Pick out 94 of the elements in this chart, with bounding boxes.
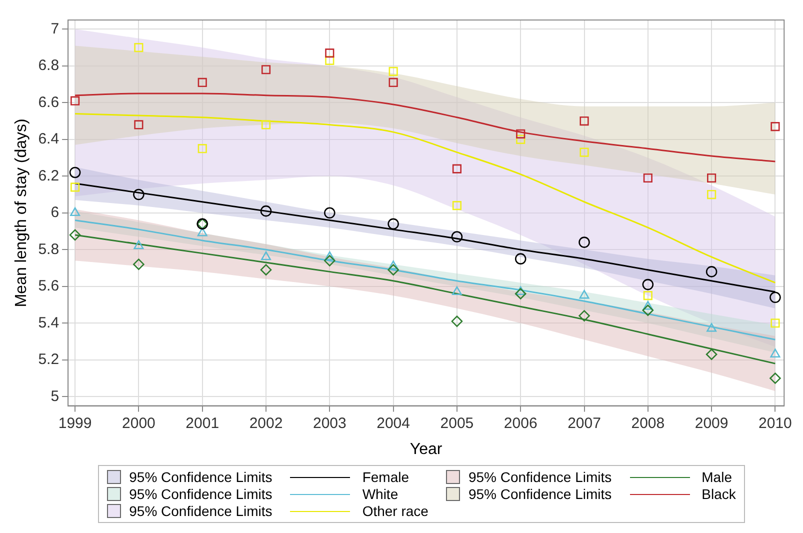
point — [580, 148, 589, 157]
point — [388, 218, 399, 230]
text: 95% Confidence Limits — [129, 469, 272, 485]
x-tick-label: 2003 — [312, 414, 346, 432]
point — [579, 290, 590, 299]
point — [707, 190, 716, 200]
point — [706, 348, 718, 360]
point — [706, 266, 718, 278]
legend-label: Other race — [362, 503, 428, 519]
point — [134, 240, 144, 250]
point — [133, 258, 144, 270]
point — [388, 264, 399, 276]
legend-label: White — [362, 486, 398, 502]
y-tick-label: 5.6 — [38, 278, 60, 295]
point — [452, 164, 462, 174]
point — [325, 56, 334, 65]
point — [514, 288, 526, 300]
point — [69, 229, 81, 241]
point — [516, 134, 526, 144]
legend-label: Black — [702, 486, 736, 502]
y-tick-label: 6.8 — [38, 57, 60, 74]
point — [198, 144, 207, 154]
point — [197, 227, 208, 236]
point — [516, 286, 526, 296]
line-series — [74, 112, 776, 284]
y-tick-label: 6.6 — [38, 94, 60, 111]
point — [452, 201, 462, 210]
x-tick-label: 2001 — [186, 414, 220, 432]
point — [388, 260, 398, 270]
point — [388, 78, 398, 87]
y-tick-label: 5.2 — [38, 351, 60, 368]
legend-label: Female — [362, 469, 409, 485]
x-tick-label: 2010 — [758, 414, 792, 432]
point — [451, 316, 463, 327]
x-tick-label: 2002 — [249, 414, 283, 432]
point — [642, 300, 653, 310]
point — [643, 291, 652, 300]
point — [134, 120, 144, 130]
x-tick-label: 1999 — [58, 414, 92, 432]
point — [707, 173, 716, 183]
y-tick-label: 5 — [50, 388, 60, 405]
point — [261, 120, 271, 130]
x-tick-label: 2009 — [694, 414, 728, 432]
point — [770, 122, 780, 132]
point — [134, 43, 144, 52]
legend-label: Male — [702, 469, 732, 485]
point — [770, 348, 780, 358]
point — [260, 264, 272, 276]
point — [578, 310, 590, 322]
point — [514, 253, 526, 264]
point — [643, 173, 652, 183]
point — [70, 207, 80, 216]
point — [261, 65, 271, 74]
point — [770, 372, 781, 384]
text: 95% Confidence Limits — [129, 486, 272, 502]
y-tick-label: 6.4 — [38, 130, 60, 148]
x-tick-label: 2004 — [376, 414, 410, 432]
x-tick-label: 2008 — [631, 414, 665, 432]
x-tick-label: 2000 — [122, 414, 156, 432]
y-tick-label: 6 — [50, 204, 60, 222]
text: 95% Confidence Limits — [468, 486, 612, 502]
text: 95% Confidence Limits — [129, 503, 272, 519]
x-tick-label: 2005 — [440, 414, 474, 432]
point — [70, 96, 80, 106]
point — [578, 236, 590, 248]
point — [69, 166, 81, 178]
point — [388, 66, 398, 76]
point — [706, 322, 717, 332]
x-tick-label: 2006 — [504, 414, 538, 432]
point — [324, 251, 335, 260]
point — [452, 286, 462, 296]
point — [70, 182, 80, 192]
point — [325, 48, 334, 58]
y-tick-label: 7 — [50, 20, 60, 38]
point — [642, 278, 654, 290]
point — [261, 251, 271, 260]
point — [133, 188, 144, 200]
point — [642, 304, 654, 316]
x-tick-label: 2007 — [568, 414, 601, 432]
point — [516, 129, 526, 138]
point — [580, 116, 589, 126]
y-tick-label: 5.8 — [38, 240, 60, 258]
point — [324, 207, 336, 219]
point — [260, 205, 272, 217]
text: 95% Confidence Limits — [468, 469, 612, 485]
point — [770, 318, 780, 328]
y-tick-label: 6.2 — [38, 167, 60, 184]
x-axis-title: Year — [410, 440, 443, 458]
y-tick-label: 5.4 — [38, 314, 60, 332]
point — [770, 292, 781, 304]
y-axis-title: Mean length of stay (days) — [13, 118, 30, 308]
point — [451, 231, 463, 242]
point — [198, 78, 207, 87]
point — [324, 255, 336, 266]
